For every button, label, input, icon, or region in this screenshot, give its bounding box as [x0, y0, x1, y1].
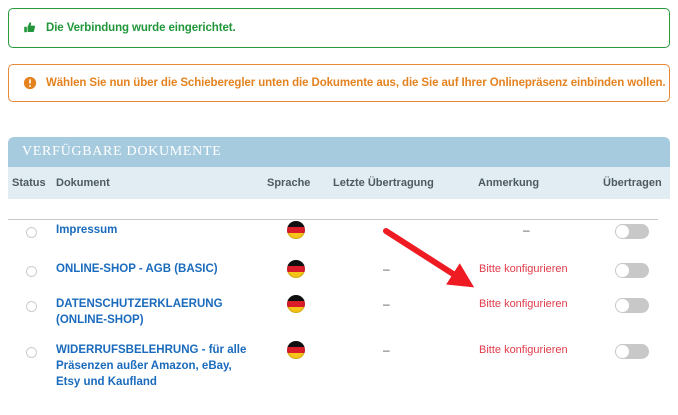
note-value: – [523, 223, 530, 237]
german-flag-icon [287, 341, 305, 359]
language-cell [287, 260, 305, 278]
table-row: DATENSCHUTZERKLAERUNG (ONLINE-SHOP) – Bitt… [8, 295, 670, 330]
transfer-toggle[interactable] [615, 344, 649, 359]
note-value: Bitte konfigurieren [479, 263, 568, 275]
language-cell [287, 341, 305, 359]
status-indicator[interactable] [26, 347, 37, 358]
transfer-toggle-cell[interactable] [615, 224, 649, 239]
header-divider [8, 219, 658, 220]
document-link[interactable]: WIDERRUFSBELEHRUNG - für alle Präsenzen … [56, 344, 247, 388]
documents-table: Status Dokument Sprache Letzte Übertragu… [8, 167, 670, 199]
document-link-cell[interactable]: WIDERRUFSBELEHRUNG - für alle Präsenzen … [56, 342, 256, 390]
document-link-cell[interactable]: DATENSCHUTZERKLAERUNG (ONLINE-SHOP) [56, 296, 256, 328]
transfer-toggle-cell[interactable] [615, 263, 649, 278]
document-link-cell[interactable]: ONLINE-SHOP - AGB (BASIC) [56, 261, 218, 277]
table-header-row: Status Dokument Sprache Letzte Übertragu… [8, 167, 670, 199]
german-flag-icon [287, 221, 305, 239]
last-transfer-cell: – [383, 343, 390, 357]
note-value: Bitte konfigurieren [479, 298, 568, 310]
status-indicator[interactable] [26, 266, 37, 277]
column-header-language: Sprache [267, 177, 311, 189]
status-circle-icon [26, 227, 37, 238]
german-flag-icon [287, 260, 305, 278]
alert-warning-text: Wählen Sie nun über die Schieberegler un… [46, 77, 666, 89]
transfer-toggle[interactable] [615, 263, 649, 278]
note-cell: – [523, 223, 530, 237]
column-header-last-transfer: Letzte Übertragung [333, 177, 434, 189]
document-link[interactable]: DATENSCHUTZERKLAERUNG (ONLINE-SHOP) [56, 298, 223, 326]
alert-warning: Wählen Sie nun über die Schieberegler un… [8, 64, 670, 102]
status-circle-icon [26, 301, 37, 312]
last-transfer-cell: – [383, 297, 390, 311]
document-link[interactable]: Impressum [56, 224, 118, 236]
panel-header: VERFÜGBARE DOKUMENTE [8, 137, 670, 167]
table-row: WIDERRUFSBELEHRUNG - für alle Präsenzen … [8, 341, 670, 388]
transfer-toggle-cell[interactable] [615, 298, 649, 313]
language-cell [287, 295, 305, 313]
last-transfer-cell: – [383, 262, 390, 276]
language-cell [287, 221, 305, 239]
note-cell: Bitte konfigurieren [479, 297, 568, 311]
table-row: Impressum – – [8, 221, 670, 256]
last-transfer-cell: – [383, 223, 390, 237]
exclamation-circle-icon [22, 76, 38, 90]
status-circle-icon [26, 347, 37, 358]
note-cell: Bitte konfigurieren [479, 343, 568, 357]
column-header-document: Dokument [56, 177, 110, 189]
transfer-toggle[interactable] [615, 298, 649, 313]
column-header-transfer: Übertragen [603, 177, 662, 189]
toggle-knob [616, 225, 629, 238]
document-link-cell[interactable]: Impressum [56, 222, 117, 238]
alert-success: Die Verbindung wurde eingerichtet. [8, 8, 670, 48]
panel-title: VERFÜGBARE DOKUMENTE [22, 144, 222, 159]
thumbs-up-icon [22, 21, 38, 35]
status-indicator[interactable] [26, 227, 37, 238]
column-header-note: Anmerkung [478, 177, 540, 189]
document-link[interactable]: ONLINE-SHOP - AGB (BASIC) [56, 263, 218, 275]
toggle-knob [616, 299, 629, 312]
transfer-toggle[interactable] [615, 224, 649, 239]
last-transfer-value: – [383, 343, 390, 357]
note-value: Bitte konfigurieren [479, 344, 568, 356]
table-row: ONLINE-SHOP - AGB (BASIC) – Bitte konfigur… [8, 260, 670, 295]
column-header-status: Status [12, 177, 46, 189]
german-flag-icon [287, 295, 305, 313]
status-circle-icon [26, 266, 37, 277]
last-transfer-value: – [383, 262, 390, 276]
transfer-toggle-cell[interactable] [615, 344, 649, 359]
alert-success-text: Die Verbindung wurde eingerichtet. [46, 22, 236, 34]
toggle-knob [616, 264, 629, 277]
note-cell: Bitte konfigurieren [479, 262, 568, 276]
last-transfer-value: – [383, 297, 390, 311]
toggle-knob [616, 345, 629, 358]
last-transfer-value: – [383, 223, 390, 237]
status-indicator[interactable] [26, 301, 37, 312]
